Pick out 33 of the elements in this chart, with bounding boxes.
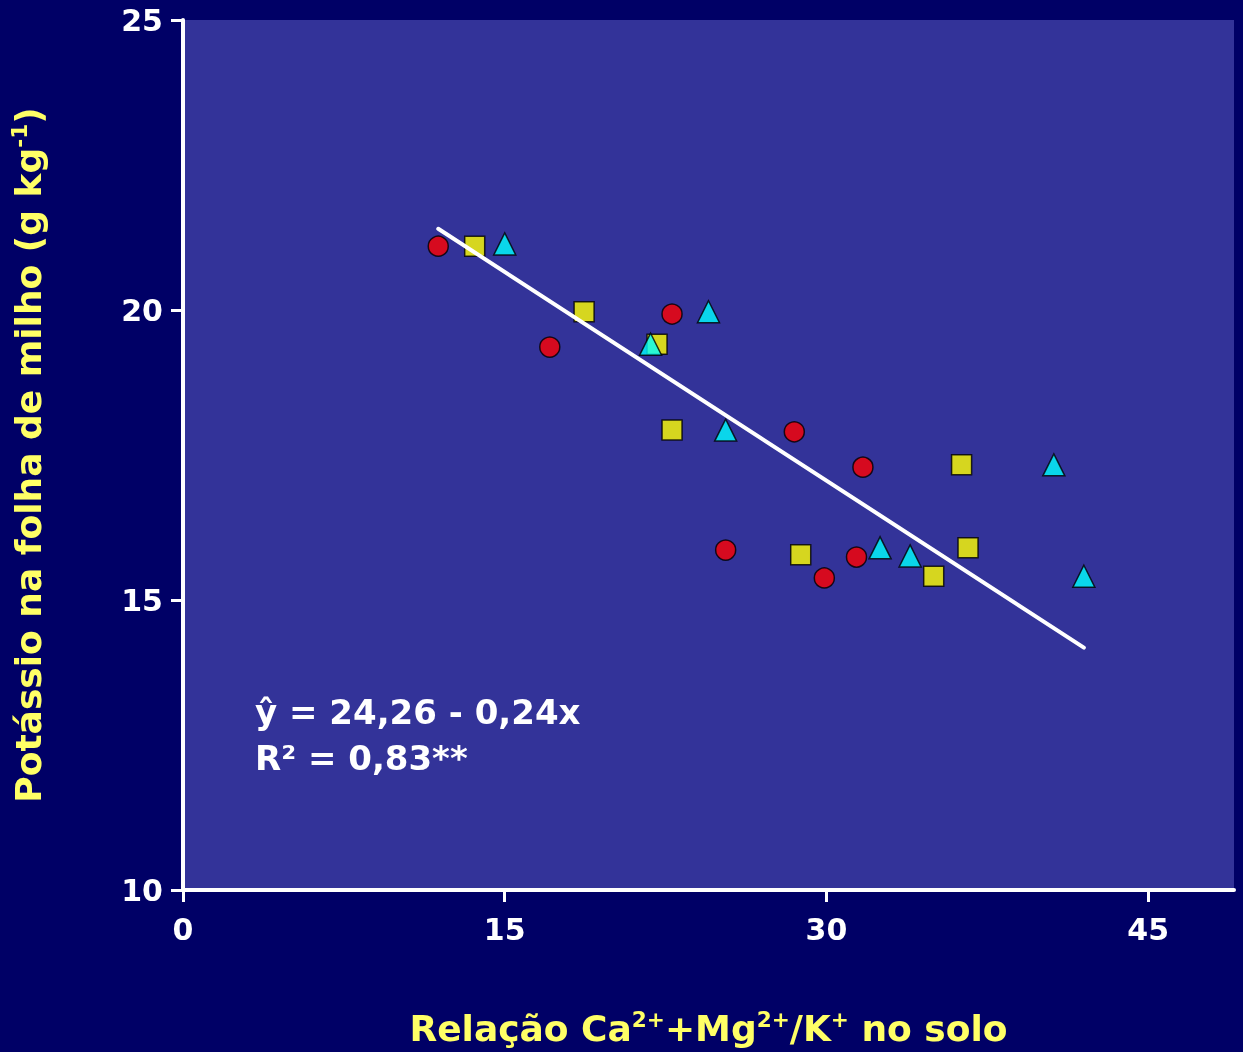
point [638, 332, 663, 356]
point [898, 544, 922, 568]
point [852, 456, 874, 478]
annotation: ŷ = 24,26 - 0,24x [255, 692, 581, 732]
point [539, 336, 561, 358]
x-tick-label: 15 [483, 911, 526, 947]
point [661, 303, 683, 325]
point [868, 536, 892, 560]
point [845, 546, 868, 568]
annotation: R² = 0,83** [255, 738, 468, 778]
point [714, 539, 737, 561]
x-tick-label: 0 [172, 911, 194, 947]
point [1072, 564, 1096, 588]
point [783, 421, 806, 443]
y-tick-label: 25 [121, 2, 163, 38]
point [427, 235, 449, 257]
point [573, 300, 595, 323]
x-tick-label: 45 [1127, 911, 1170, 947]
y-tick-label: 20 [121, 292, 163, 328]
y-tick-label: 15 [121, 582, 163, 618]
y-tick-label: 10 [121, 872, 163, 908]
point [492, 232, 517, 256]
point [957, 537, 979, 559]
point [813, 567, 836, 589]
point [696, 299, 721, 324]
y-axis-title: Potássio na folha de milho (g kg-1) [6, 107, 49, 803]
point [922, 565, 945, 587]
point [1042, 453, 1066, 477]
point [789, 544, 812, 566]
x-tick-label: 30 [805, 911, 848, 947]
point [713, 418, 738, 442]
point [950, 454, 973, 476]
point [661, 419, 683, 441]
